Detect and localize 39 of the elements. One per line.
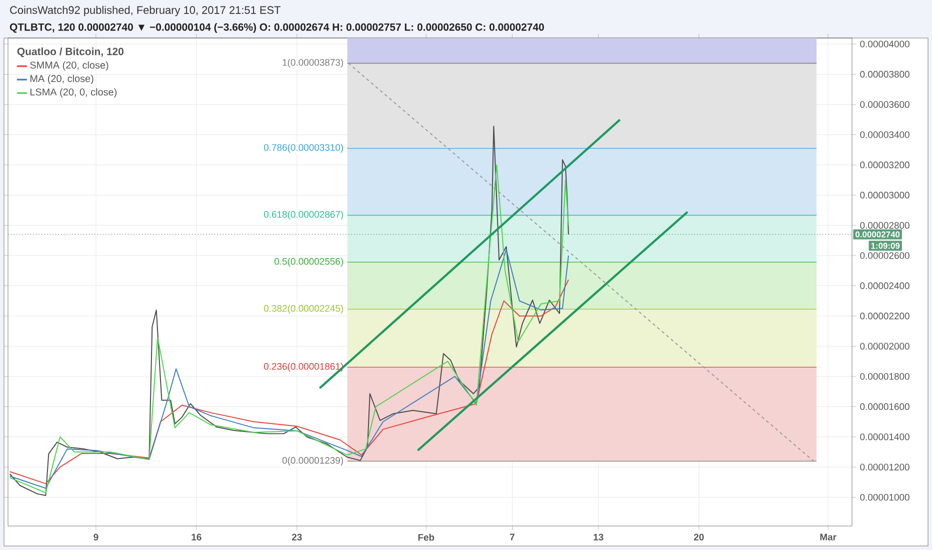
x-tick-label: 13 xyxy=(594,534,604,540)
x-tick-label: 16 xyxy=(192,534,202,540)
y-tick-label: 0.00003400 xyxy=(860,131,910,138)
y-tick-label: 0.00001400 xyxy=(860,434,910,440)
ref-line-label: 0(0.00001239) xyxy=(282,456,344,466)
y-tick-label: 0.00002000 xyxy=(860,342,910,350)
y-tick-label: 0.00003600 xyxy=(860,101,910,108)
x-tick-label: 9 xyxy=(94,534,98,540)
y-tick-label: 0.00004000 xyxy=(860,40,910,48)
y-tick-label: 0.00001200 xyxy=(860,464,910,470)
y-tick-label: 0.00001800 xyxy=(860,373,910,380)
legend-label: SMMA (20, close) xyxy=(30,61,108,71)
text: Quatloo / Bitcoin, 120 xyxy=(17,48,124,58)
x-tick-label: 23 xyxy=(292,534,302,540)
ref-line-label: 0.00002740 xyxy=(856,231,900,238)
ref-line-label: 0.786(0.00003310) xyxy=(264,144,343,153)
ref-line-label: 0.5(0.00002556) xyxy=(274,258,344,267)
y-tick-label: 0.00001000 xyxy=(860,494,910,501)
y-tick-label: 0.00002600 xyxy=(860,252,910,259)
ref-line-label: 0.236(0.00001861) xyxy=(264,362,343,372)
legend-label: LSMA (20, 0, close) xyxy=(30,88,117,98)
ref-line-label: 0.618(0.00002867) xyxy=(264,210,343,220)
legend-label: MA (20, close) xyxy=(30,74,94,84)
x-tick-label: Mar xyxy=(820,534,836,540)
y-tick-label: 0.00002200 xyxy=(860,312,910,320)
y-tick-label: 0.00002800 xyxy=(860,222,910,229)
y-tick-label: 0.00003200 xyxy=(860,162,910,168)
x-tick-label: Feb xyxy=(418,534,434,541)
text: 1:09:09 xyxy=(871,242,900,249)
y-tick-label: 0.00003800 xyxy=(860,70,910,78)
ref-line-label: 0.382(0.00002245) xyxy=(264,304,343,314)
ref-line-label: 1(0.00003873) xyxy=(282,58,344,68)
text: CoinsWatch92 published, February 10, 2017 21:51 EST xyxy=(10,6,281,16)
x-tick-label: 20 xyxy=(694,534,704,540)
y-tick-label: 0.00002400 xyxy=(860,282,910,290)
text: QTLBTC, 120 0.00002740 ▼ −0.00000104 (−3.66%) O: 0.00002674 H: 0.00002757 L: 0.00002650 C: 0.00002740 xyxy=(10,23,544,33)
x-tick-label: 7 xyxy=(510,534,514,540)
y-tick-label: 0.00003000 xyxy=(860,192,910,198)
y-tick-label: 0.00001600 xyxy=(860,403,910,410)
